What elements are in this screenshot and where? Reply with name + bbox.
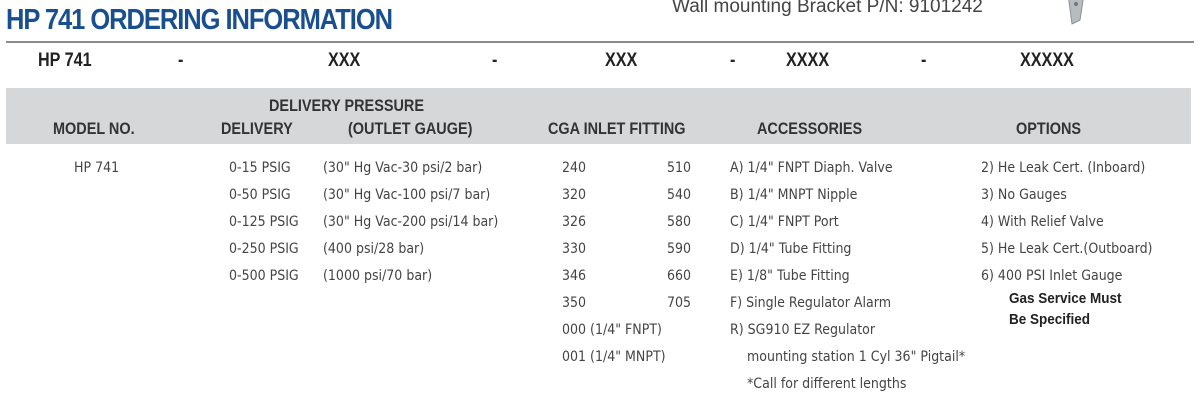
delivery-item: 0-500 PSIG	[229, 268, 299, 284]
delivery-item: 0-250 PSIG	[229, 241, 299, 257]
code-segment: XXX	[605, 50, 638, 71]
accessory-item: D) 1/4" Tube Fitting	[730, 241, 852, 257]
option-item: 3) No Gauges	[981, 187, 1067, 203]
header-outlet-gauge: (OUTLET GAUGE)	[348, 119, 473, 138]
accessory-item: C) 1/4" FNPT Port	[730, 214, 839, 230]
cga-fitting-item: 660	[667, 268, 692, 284]
code-separator: -	[492, 50, 498, 71]
header-band	[6, 88, 1191, 144]
cga-fitting-item: 590	[667, 241, 692, 257]
cga-fitting-item: 000 (1/4" FNPT)	[562, 322, 662, 338]
header-cga: CGA INLET FITTING	[548, 119, 686, 138]
outlet-gauge-item: (30" Hg Vac-200 psi/14 bar)	[323, 214, 499, 230]
cga-fitting-item: 350	[562, 295, 587, 311]
bracket-part-number: Wall mounting Bracket P/N: 9101242	[672, 0, 983, 17]
outlet-gauge-item: (30" Hg Vac-30 psi/2 bar)	[323, 160, 483, 176]
accessory-item: F) Single Regulator Alarm	[730, 295, 891, 311]
code-separator: -	[730, 50, 736, 71]
accessory-item: B) 1/4" MNPT Nipple	[730, 187, 858, 203]
code-segment: XXX	[328, 50, 361, 71]
wall-bracket-image	[1068, 0, 1084, 25]
option-item: 4) With Relief Valve	[981, 214, 1104, 230]
header-delivery-pressure: DELIVERY PRESSURE	[269, 96, 424, 115]
cga-fitting-item: 320	[562, 187, 587, 203]
options-note-line-2: Be Specified	[1009, 311, 1091, 328]
cga-fitting-item: 330	[562, 241, 587, 257]
accessory-item: mounting station 1 Cyl 36" Pigtail*	[747, 349, 966, 365]
cga-fitting-item: 240	[562, 160, 587, 176]
header-delivery: DELIVERY	[221, 119, 293, 138]
accessory-item: *Call for different lengths	[747, 376, 907, 392]
page-title: HP 741 ORDERING INFORMATION	[6, 4, 393, 36]
cga-fitting-item: 001 (1/4" MNPT)	[562, 349, 666, 365]
code-separator: -	[178, 50, 184, 71]
option-item: 5) He Leak Cert.(Outboard)	[981, 241, 1153, 257]
outlet-gauge-item: (30" Hg Vac-100 psi/7 bar)	[323, 187, 491, 203]
header-options: OPTIONS	[1016, 119, 1082, 138]
options-note-line-1: Gas Service Must	[1009, 290, 1122, 307]
code-separator: -	[921, 50, 927, 71]
code-segment: XXXX	[786, 50, 830, 71]
code-segment: HP 741	[38, 50, 92, 71]
delivery-item: 0-15 PSIG	[229, 160, 291, 176]
outlet-gauge-item: (1000 psi/70 bar)	[323, 268, 433, 284]
cga-fitting-item: 346	[562, 268, 587, 284]
cga-fitting-item: 705	[667, 295, 692, 311]
accessory-item: R) SG910 EZ Regulator	[730, 322, 876, 338]
delivery-item: 0-50 PSIG	[229, 187, 291, 203]
delivery-item: 0-125 PSIG	[229, 214, 299, 230]
cga-fitting-item: 580	[667, 214, 692, 230]
divider	[6, 41, 1194, 43]
code-segment: XXXXX	[1020, 50, 1074, 71]
cga-fitting-item: 540	[667, 187, 692, 203]
accessory-item: A) 1/4" FNPT Diaph. Valve	[730, 160, 893, 176]
option-item: 6) 400 PSI Inlet Gauge	[981, 268, 1123, 284]
outlet-gauge-item: (400 psi/28 bar)	[323, 241, 425, 257]
cga-fitting-item: 326	[562, 214, 587, 230]
cga-fitting-item: 510	[667, 160, 692, 176]
header-accessories: ACCESSORIES	[757, 119, 863, 138]
option-item: 2) He Leak Cert. (Inboard)	[981, 160, 1146, 176]
accessory-item: E) 1/8" Tube Fitting	[730, 268, 850, 284]
header-model: MODEL NO.	[53, 119, 135, 138]
model-value: HP 741	[74, 160, 120, 176]
